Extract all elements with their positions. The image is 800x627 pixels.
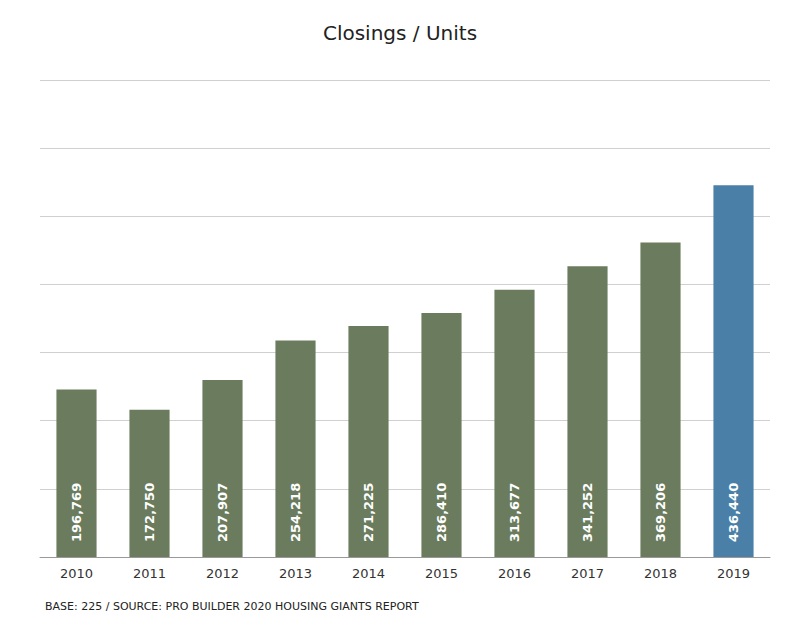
svg-text:436,440: 436,440	[726, 483, 741, 542]
svg-text:2010: 2010	[60, 566, 93, 581]
svg-text:196,769: 196,769	[69, 483, 84, 542]
svg-text:2013: 2013	[279, 566, 312, 581]
svg-text:207,907: 207,907	[215, 483, 230, 542]
svg-text:Closings / Units: Closings / Units	[323, 21, 477, 45]
svg-text:2017: 2017	[571, 566, 604, 581]
svg-text:2011: 2011	[133, 566, 166, 581]
svg-text:2014: 2014	[352, 566, 385, 581]
svg-text:2018: 2018	[644, 566, 677, 581]
svg-text:286,410: 286,410	[434, 483, 449, 542]
svg-text:271,225: 271,225	[361, 483, 376, 542]
svg-text:2019: 2019	[717, 566, 750, 581]
svg-text:254,218: 254,218	[288, 483, 303, 542]
svg-text:2015: 2015	[425, 566, 458, 581]
svg-text:313,677: 313,677	[507, 483, 522, 542]
svg-text:369,206: 369,206	[653, 483, 668, 542]
svg-text:341,252: 341,252	[580, 483, 595, 542]
svg-text:BASE: 225 / SOURCE: PRO BUILDE: BASE: 225 / SOURCE: PRO BUILDER 2020 HOU…	[45, 600, 419, 613]
svg-text:2012: 2012	[206, 566, 239, 581]
svg-text:172,750: 172,750	[142, 483, 157, 542]
svg-text:2016: 2016	[498, 566, 531, 581]
